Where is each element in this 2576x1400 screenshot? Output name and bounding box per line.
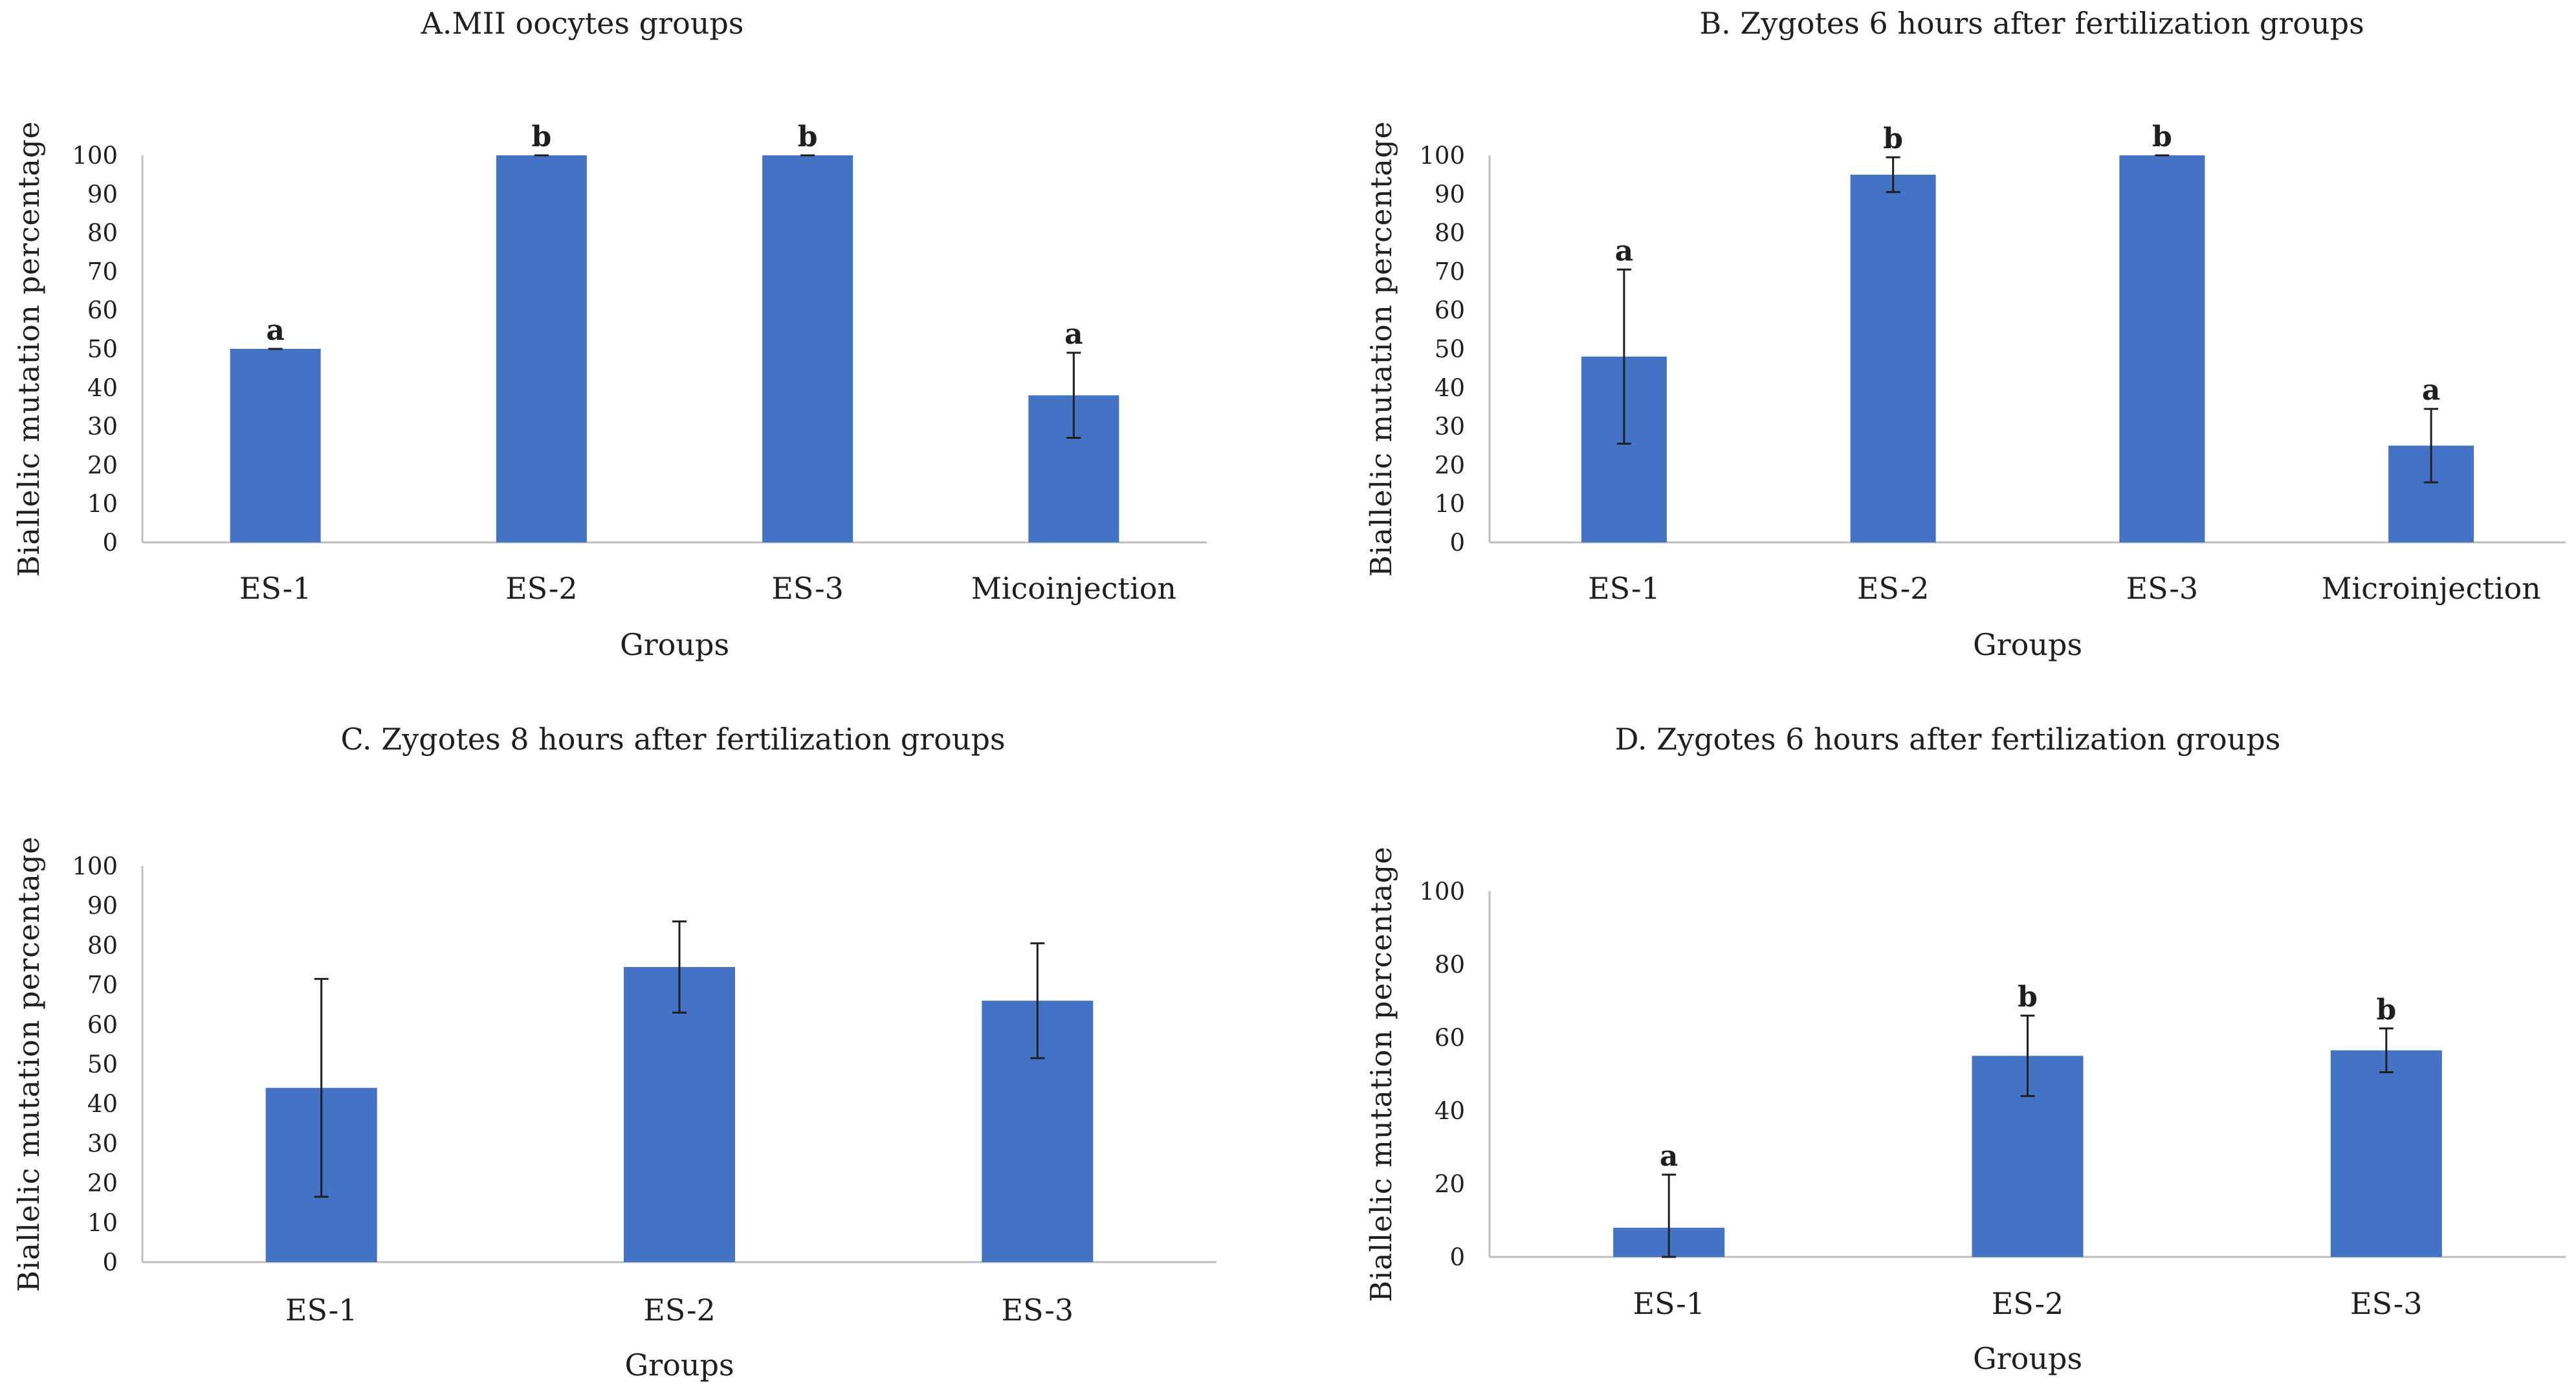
y-tick-label: 40	[87, 1090, 118, 1118]
y-tick-label: 20	[1435, 451, 1465, 479]
y-tick-label: 100	[72, 142, 118, 170]
y-tick-label: 100	[1419, 142, 1465, 170]
significance-label: b	[2152, 120, 2172, 153]
chart-panel-3: C. Zygotes 8 hours after fertilization g…	[12, 722, 1216, 1383]
x-axis-title: Groups	[1973, 1341, 2082, 1376]
x-tick-label: ES-3	[2126, 571, 2199, 606]
chart-panel-1: A.MII oocytes groups 0 10 20 30 40 50 60 70 80 90 1…	[12, 6, 1207, 662]
significance-label: a	[1064, 318, 1083, 351]
x-tick-label: Microinjection	[2321, 571, 2540, 606]
y-axis-title: Biallelic mutation percentage	[12, 121, 46, 577]
y-tick-label: 20	[87, 451, 118, 479]
chart-panel-4: D. Zygotes 6 hours after fertilization g…	[1364, 722, 2566, 1376]
bar	[496, 155, 587, 542]
y-tick-label: 30	[87, 1129, 118, 1157]
y-tick-label: 50	[1435, 335, 1465, 363]
y-tick-label: 100	[1419, 878, 1465, 906]
y-axis-title: Biallelic mutation percentage	[1364, 121, 1398, 577]
bar	[624, 967, 735, 1262]
x-tick-label: ES-3	[2350, 1286, 2423, 1321]
y-tick-label: 20	[1435, 1170, 1465, 1198]
y-tick-label: 60	[1435, 296, 1465, 324]
y-tick-label: 70	[1435, 258, 1465, 285]
y-tick-label: 0	[1449, 1243, 1465, 1271]
x-tick-label: ES-1	[1588, 571, 1660, 606]
y-tick-label: 50	[87, 1050, 118, 1078]
y-axis-title: Biallelic mutation percentage	[12, 836, 46, 1293]
x-tick-label: ES-3	[1002, 1293, 1074, 1328]
y-tick-label: 10	[1435, 490, 1465, 518]
chart-title: D. Zygotes 6 hours after fertilization g…	[1615, 722, 2281, 757]
x-axis-title: Groups	[624, 1348, 734, 1383]
y-tick-label: 20	[87, 1170, 118, 1197]
y-tick-label: 50	[87, 335, 118, 363]
x-tick-label: ES-3	[771, 571, 844, 606]
x-axis-title: Groups	[620, 627, 729, 662]
y-tick-label: 90	[1435, 181, 1465, 208]
y-tick-label: 90	[87, 892, 118, 920]
y-tick-label: 80	[1435, 951, 1465, 979]
bar	[762, 155, 853, 542]
bar	[1850, 174, 1936, 542]
bar	[2119, 155, 2205, 542]
y-tick-label: 10	[87, 1209, 118, 1237]
y-tick-label: 60	[87, 296, 118, 324]
y-tick-label: 60	[87, 1011, 118, 1039]
y-tick-label: 70	[87, 972, 118, 999]
y-tick-label: 0	[102, 529, 118, 557]
y-tick-label: 80	[1435, 219, 1465, 247]
significance-label: a	[1660, 1140, 1679, 1173]
significance-label: a	[2422, 374, 2441, 407]
significance-label: a	[1615, 234, 1634, 267]
y-tick-label: 80	[87, 219, 118, 247]
x-tick-label: ES-2	[1857, 571, 1930, 606]
significance-label: b	[2376, 994, 2396, 1027]
y-tick-label: 30	[87, 413, 118, 441]
y-tick-label: 80	[87, 931, 118, 959]
x-tick-label: ES-2	[1992, 1286, 2064, 1321]
chart-title: C. Zygotes 8 hours after fertilization g…	[340, 722, 1005, 757]
significance-label: b	[798, 120, 818, 153]
y-tick-label: 30	[1435, 413, 1465, 441]
significance-label: a	[266, 314, 285, 347]
chart-panel-2: B. Zygotes 6 hours after fertilization g…	[1364, 6, 2566, 662]
x-tick-label: ES-1	[1633, 1286, 1705, 1321]
y-tick-label: 40	[1435, 1097, 1465, 1125]
chart-title: A.MII oocytes groups	[421, 6, 744, 41]
y-tick-label: 10	[87, 490, 118, 518]
x-tick-label: Micoinjection	[971, 571, 1176, 606]
bar	[2330, 1050, 2442, 1257]
significance-label: b	[1883, 122, 1903, 155]
x-tick-label: ES-1	[239, 571, 312, 606]
x-axis-title: Groups	[1973, 627, 2082, 662]
y-tick-label: 100	[72, 852, 118, 880]
y-tick-label: 70	[87, 258, 118, 285]
y-tick-label: 60	[1435, 1024, 1465, 1052]
y-axis-title: Biallelic mutation percentage	[1364, 846, 1398, 1302]
x-tick-label: ES-2	[643, 1293, 716, 1328]
bar	[230, 349, 321, 542]
chart-title: B. Zygotes 6 hours after fertilization g…	[1699, 6, 2364, 41]
y-tick-label: 0	[1449, 529, 1465, 557]
x-tick-label: ES-1	[285, 1293, 358, 1328]
y-tick-label: 40	[87, 374, 118, 402]
y-tick-label: 40	[1435, 374, 1465, 402]
significance-label: b	[531, 120, 551, 153]
y-tick-label: 90	[87, 181, 118, 208]
y-tick-label: 0	[102, 1249, 118, 1276]
x-tick-label: ES-2	[505, 571, 578, 606]
significance-label: b	[2018, 981, 2038, 1014]
